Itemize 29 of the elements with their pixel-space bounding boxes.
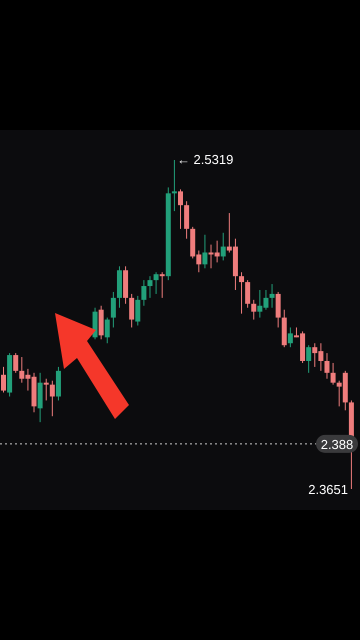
ref-line-label: 2.388 [320, 436, 354, 452]
candlestick [276, 291, 281, 328]
candlestick [306, 344, 312, 374]
candlestick [288, 326, 293, 348]
candlestick [330, 362, 336, 386]
candlestick [160, 272, 165, 298]
candlestick [110, 291, 116, 328]
candlestick [135, 295, 140, 326]
candlestick [154, 272, 159, 294]
candlestick [141, 280, 146, 306]
candlestick [220, 232, 226, 261]
candlestick [44, 378, 49, 401]
candlestick [270, 284, 275, 308]
candlestick [104, 317, 110, 344]
annotation: ← 2.5319 [176, 152, 234, 167]
candlestick [172, 160, 177, 212]
candlestick [178, 188, 183, 230]
candlestick [50, 380, 55, 417]
candlestick [202, 234, 208, 269]
candlestick [1, 366, 6, 394]
candlestick [129, 293, 134, 328]
candlestick [245, 280, 250, 308]
candlestick [13, 352, 18, 374]
candlestick [324, 352, 330, 380]
annotation: 2.3651 [308, 482, 348, 497]
candlestick [184, 200, 190, 240]
candlestick [147, 276, 152, 298]
candlestick [251, 299, 256, 320]
candlestick [239, 272, 244, 314]
